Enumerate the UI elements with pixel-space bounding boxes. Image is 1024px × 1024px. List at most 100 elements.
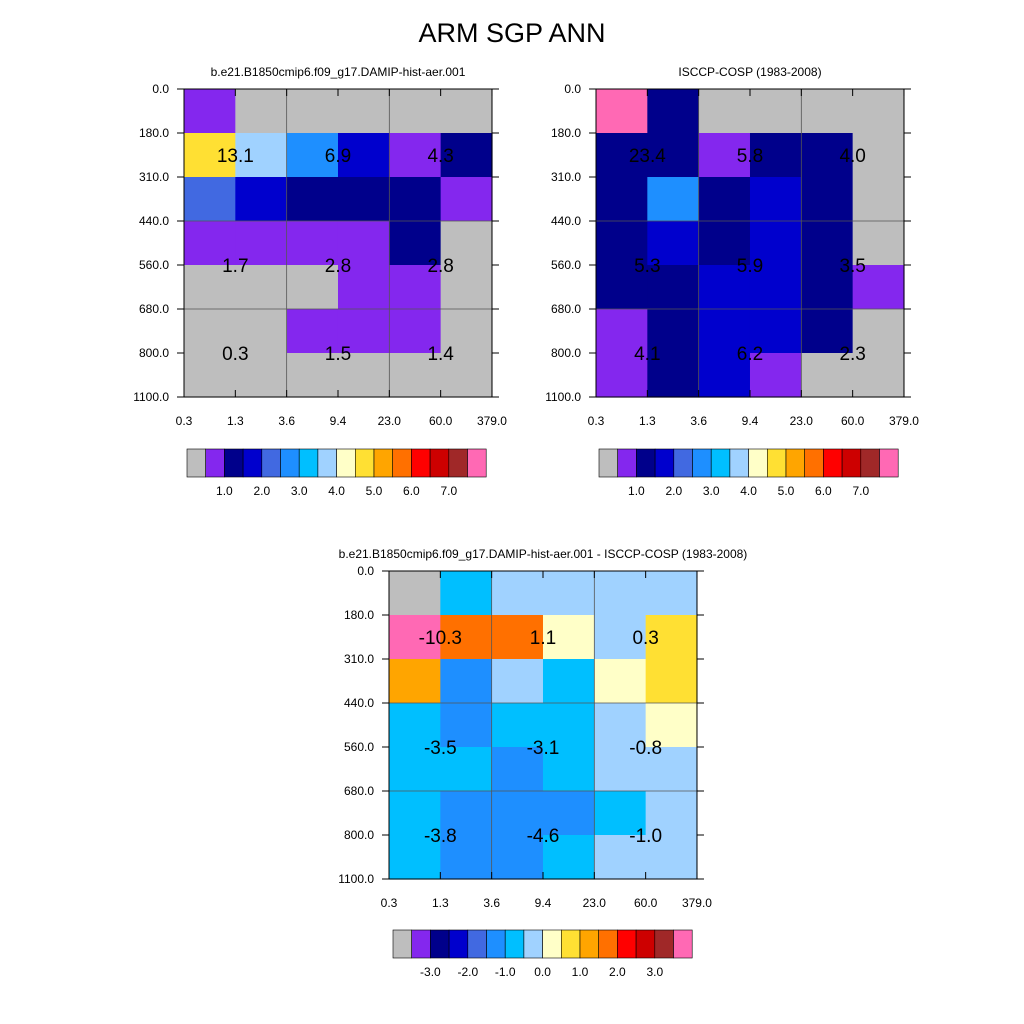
y-tick-label: 560.0 (551, 258, 581, 272)
heatmap-cell (749, 221, 802, 266)
heatmap-cell (491, 747, 544, 792)
group-total-label: 4.1 (634, 344, 660, 365)
heatmap-cell (389, 265, 442, 310)
heatmap-cell (440, 133, 493, 178)
heatmap-cell (389, 659, 441, 704)
y-tick-label: 560.0 (139, 258, 169, 272)
colorbar-swatch (467, 929, 487, 959)
heatmap-cell (491, 791, 544, 836)
group-total-label: 5.8 (737, 146, 763, 167)
y-tick-label: 800.0 (551, 346, 581, 360)
heatmap-cell (337, 133, 390, 178)
group-total-label: 4.0 (839, 146, 865, 167)
group-total-label: -3.8 (424, 826, 457, 847)
heatmap-cell (337, 177, 390, 222)
x-tick-label: 1.3 (227, 414, 244, 428)
group-total-label: -0.8 (629, 738, 662, 759)
panel-title: b.e21.B1850cmip6.f09_g17.DAMIP-hist-aer.… (339, 547, 748, 561)
group-total-label: 2.3 (839, 344, 865, 365)
heatmap-cell (337, 265, 390, 310)
heatmap-cell (235, 133, 288, 178)
heatmap-cell (440, 747, 493, 792)
colorbar-swatch (542, 929, 562, 959)
heatmap-cell (698, 89, 751, 134)
heatmap-cell (698, 177, 751, 222)
heatmap-cell (235, 221, 288, 266)
heatmap-cell (389, 703, 441, 748)
group-total-label: 1.4 (427, 344, 454, 365)
colorbar-label: -2.0 (457, 965, 478, 979)
group-total-label: 2.8 (325, 256, 351, 277)
heatmap-cell (286, 221, 339, 266)
heatmap-cell (337, 309, 390, 354)
y-tick-label: 680.0 (139, 302, 169, 316)
x-tick-label: 0.3 (176, 414, 193, 428)
colorbar-label: 1.0 (216, 484, 233, 498)
group-total-label: 1.5 (325, 344, 351, 365)
heatmap-cell (286, 353, 339, 398)
heatmap-cell (645, 835, 698, 880)
y-tick-label: 1100.0 (338, 872, 374, 886)
heatmap-cell (389, 791, 441, 836)
heatmap-cell (184, 177, 236, 222)
group-total-label: 5.9 (737, 256, 763, 277)
colorbar-label: -1.0 (495, 965, 516, 979)
colorbar-label: 1.0 (628, 484, 645, 498)
colorbar-label: 0.0 (534, 965, 551, 979)
heatmap-cell (184, 309, 236, 354)
colorbar-label: 6.0 (815, 484, 832, 498)
x-tick-label: 9.4 (742, 414, 759, 428)
heatmap-cell (852, 309, 905, 354)
group-total-label: 0.3 (222, 344, 248, 365)
heatmap-cell (235, 353, 288, 398)
y-tick-label: 440.0 (344, 696, 374, 710)
heatmap-cell (542, 615, 595, 660)
heatmap-cell (440, 353, 493, 398)
group-total-label: 3.5 (839, 256, 865, 277)
heatmap-cell (235, 265, 288, 310)
heatmap-cell (389, 89, 442, 134)
heatmap-cell (852, 221, 905, 266)
colorbar-swatch (523, 929, 543, 959)
heatmap-cell (647, 177, 700, 222)
group-total-label: 2.8 (427, 256, 453, 277)
heatmap-cell (440, 177, 493, 222)
y-tick-label: 440.0 (551, 214, 581, 228)
heatmap-cell (645, 747, 698, 792)
heatmap-cell (596, 265, 648, 310)
heatmap-cell (440, 703, 493, 748)
colorbar-label: 2.0 (665, 484, 682, 498)
heatmap-cell (594, 571, 647, 616)
heatmap-cell (801, 221, 854, 266)
heatmap-cell (542, 835, 595, 880)
heatmap-cell (852, 353, 905, 398)
colorbar-label: 2.0 (609, 965, 626, 979)
heatmap-cell (647, 309, 700, 354)
heatmap-cell (286, 265, 339, 310)
heatmap-cell (594, 835, 647, 880)
x-tick-label: 60.0 (429, 414, 453, 428)
panel-title: b.e21.B1850cmip6.f09_g17.DAMIP-hist-aer.… (211, 65, 466, 79)
heatmap-cell (647, 133, 700, 178)
heatmap-cell (440, 265, 493, 310)
heatmap-cell (698, 133, 751, 178)
heatmap-cell (542, 659, 595, 704)
y-tick-label: 440.0 (139, 214, 169, 228)
colorbar-swatch (467, 448, 487, 478)
heatmap-cell (647, 353, 700, 398)
colorbar-swatch (430, 929, 450, 959)
group-total-label: -3.5 (424, 738, 457, 759)
heatmap-cell (337, 89, 390, 134)
x-tick-label: 9.4 (330, 414, 347, 428)
y-tick-label: 0.0 (152, 82, 169, 96)
x-tick-label: 23.0 (583, 896, 607, 910)
heatmap-cell (337, 221, 390, 266)
heatmap-cell (698, 221, 751, 266)
heatmap-cell (852, 177, 905, 222)
heatmap-cell (337, 353, 390, 398)
group-total-label: 4.3 (427, 146, 453, 167)
heatmap-cell (645, 791, 698, 836)
heatmap-cell (647, 265, 700, 310)
heatmap-cell (184, 265, 236, 310)
